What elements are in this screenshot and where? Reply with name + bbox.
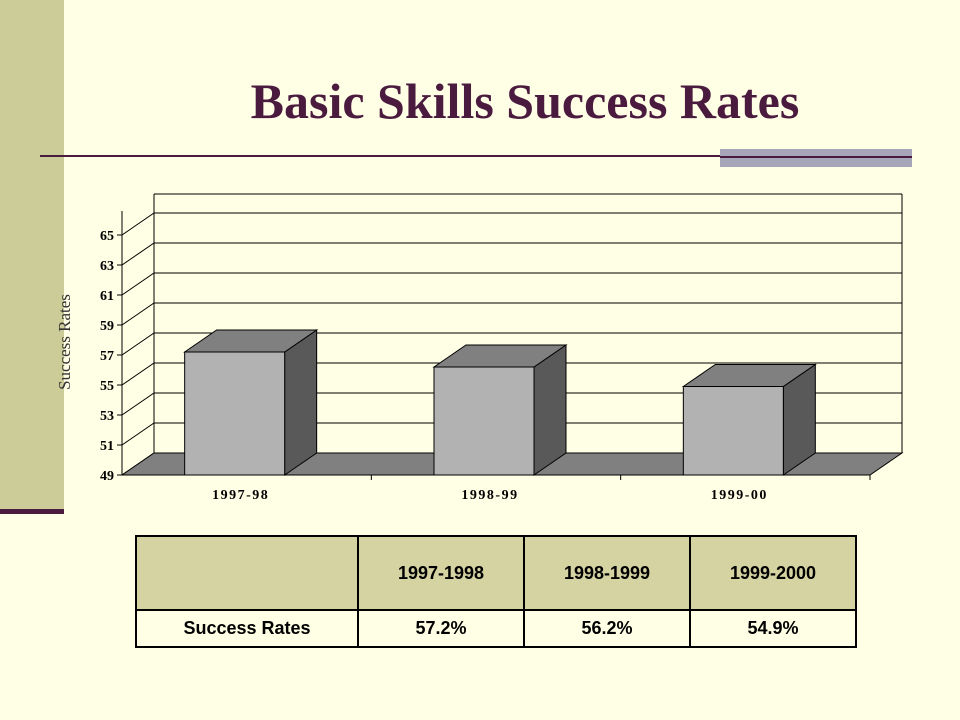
side-bar	[0, 0, 64, 510]
gridline	[121, 392, 902, 416]
table-cell: 56.2%	[523, 609, 691, 648]
bar-front	[184, 351, 286, 476]
gridline	[121, 272, 902, 296]
bar-side	[533, 344, 567, 476]
y-tick-label: 57	[100, 349, 114, 364]
slide-title: Basic Skills Success Rates	[250, 73, 800, 129]
gridline	[121, 362, 902, 386]
bar-side	[284, 329, 318, 476]
axis-layer: 49 51 53 55 57 59 61 63 65 1997-98 1998-99 1999-00	[100, 229, 871, 503]
table-row: Success Rates 57.2% 56.2% 54.9%	[135, 609, 857, 648]
x-tick-label: 1999-00	[711, 488, 768, 503]
y-axis-label: Success Rates	[55, 294, 74, 390]
table-cell: 54.9%	[689, 609, 857, 648]
table-header-row: 1997-1998 1998-1999 1999-2000	[135, 535, 857, 611]
gridline	[121, 212, 902, 236]
x-tick-label: 1997-98	[212, 488, 269, 503]
table-header-cell: 1997-1998	[357, 535, 525, 611]
bar	[432, 344, 568, 476]
gridline	[121, 242, 902, 266]
bar-front	[682, 386, 784, 476]
y-tick-label: 51	[100, 439, 114, 454]
data-table: 1997-1998 1998-1999 1999-2000 Success Ra…	[135, 535, 857, 648]
bars-layer	[183, 329, 817, 476]
table-cell: 57.2%	[357, 609, 525, 648]
gridline	[121, 332, 902, 356]
title-rule	[40, 155, 912, 157]
bar	[183, 329, 319, 476]
y-tick-label: 61	[100, 289, 114, 304]
gridline	[121, 422, 902, 446]
bar	[681, 363, 817, 476]
x-tick-label: 1998-99	[461, 488, 518, 503]
y-tick-label: 53	[100, 409, 114, 424]
gridline	[121, 302, 902, 326]
title-accent	[720, 149, 912, 167]
table-header-cell	[135, 535, 359, 611]
side-bar-cap	[0, 509, 64, 514]
table-header-cell: 1998-1999	[523, 535, 691, 611]
y-tick-label: 65	[100, 229, 114, 244]
bar-front	[433, 366, 535, 476]
table-header-cell: 1999-2000	[689, 535, 857, 611]
y-tick-label: 59	[100, 319, 114, 334]
y-tick-label: 55	[100, 379, 114, 394]
table-row-label: Success Rates	[135, 609, 359, 648]
title-accent-line	[720, 156, 912, 158]
y-tick-label: 49	[100, 469, 114, 484]
y-tick-label: 63	[100, 259, 114, 274]
